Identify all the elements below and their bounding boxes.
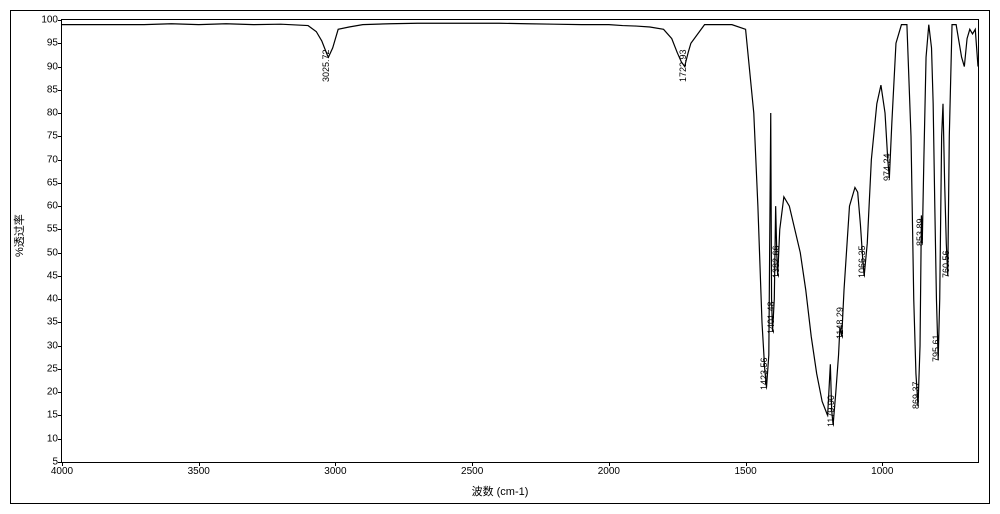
y-tick-label: 100 [41, 15, 62, 26]
x-tick-label: 2000 [598, 462, 620, 477]
x-tick-label: 2500 [461, 462, 483, 477]
peak-label: 974.24 [883, 153, 892, 181]
peak-label: 760.56 [942, 251, 951, 279]
ir-spectrum-chart: 5101520253035404550556065707580859095100… [10, 10, 990, 504]
x-tick-label: 4000 [51, 462, 73, 477]
y-tick-label: 20 [47, 387, 62, 398]
peak-label: 3025.72 [322, 49, 331, 82]
y-tick-label: 90 [47, 61, 62, 72]
y-tick-label: 70 [47, 154, 62, 165]
y-tick-label: 60 [47, 201, 62, 212]
y-tick-label: 50 [47, 247, 62, 258]
peak-label: 1382.66 [772, 246, 781, 279]
y-tick-label: 95 [47, 38, 62, 49]
y-tick-label: 80 [47, 108, 62, 119]
y-tick-label: 15 [47, 410, 62, 421]
y-tick-label: 85 [47, 84, 62, 95]
y-tick-label: 45 [47, 270, 62, 281]
peak-label: 853.89 [916, 218, 925, 246]
peak-label: 1148.29 [836, 307, 845, 339]
y-tick-label: 25 [47, 363, 62, 374]
y-tick-label: 75 [47, 131, 62, 142]
y-tick-label: 35 [47, 317, 62, 328]
peak-label: 1179.90 [827, 395, 836, 427]
y-tick-label: 65 [47, 177, 62, 188]
peak-label: 1401.48 [767, 302, 776, 335]
peak-label: 1423.56 [760, 357, 769, 390]
spectrum-line [62, 20, 978, 462]
y-tick-label: 40 [47, 294, 62, 305]
peak-label: 1066.35 [858, 246, 867, 279]
x-tick-label: 3500 [188, 462, 210, 477]
x-tick-label: 3000 [324, 462, 346, 477]
plot-area: 5101520253035404550556065707580859095100… [61, 19, 979, 463]
peak-label: 795.61 [932, 334, 941, 362]
y-tick-label: 55 [47, 224, 62, 235]
x-axis-label: 波数 (cm-1) [472, 483, 529, 499]
peak-label: 1722.93 [679, 49, 688, 82]
y-tick-label: 10 [47, 433, 62, 444]
peak-label: 869.37 [912, 381, 921, 409]
y-axis-label: %透过率 [11, 214, 27, 257]
x-tick-label: 1000 [871, 462, 893, 477]
x-tick-label: 1500 [734, 462, 756, 477]
y-tick-label: 30 [47, 340, 62, 351]
